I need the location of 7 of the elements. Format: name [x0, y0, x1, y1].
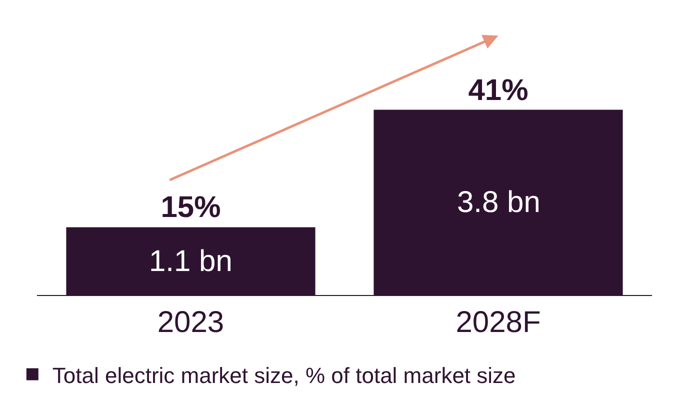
x-tick-label: 2023 — [157, 306, 224, 339]
x-tick-label: 2028F — [456, 306, 541, 339]
data-label: 41% — [468, 74, 528, 107]
annotation: 1.1 bn — [149, 245, 232, 278]
data-label: 15% — [160, 191, 221, 224]
legend-label: Total electric market size, % of total market size — [52, 362, 516, 388]
annotation: 3.8 bn — [457, 186, 540, 219]
